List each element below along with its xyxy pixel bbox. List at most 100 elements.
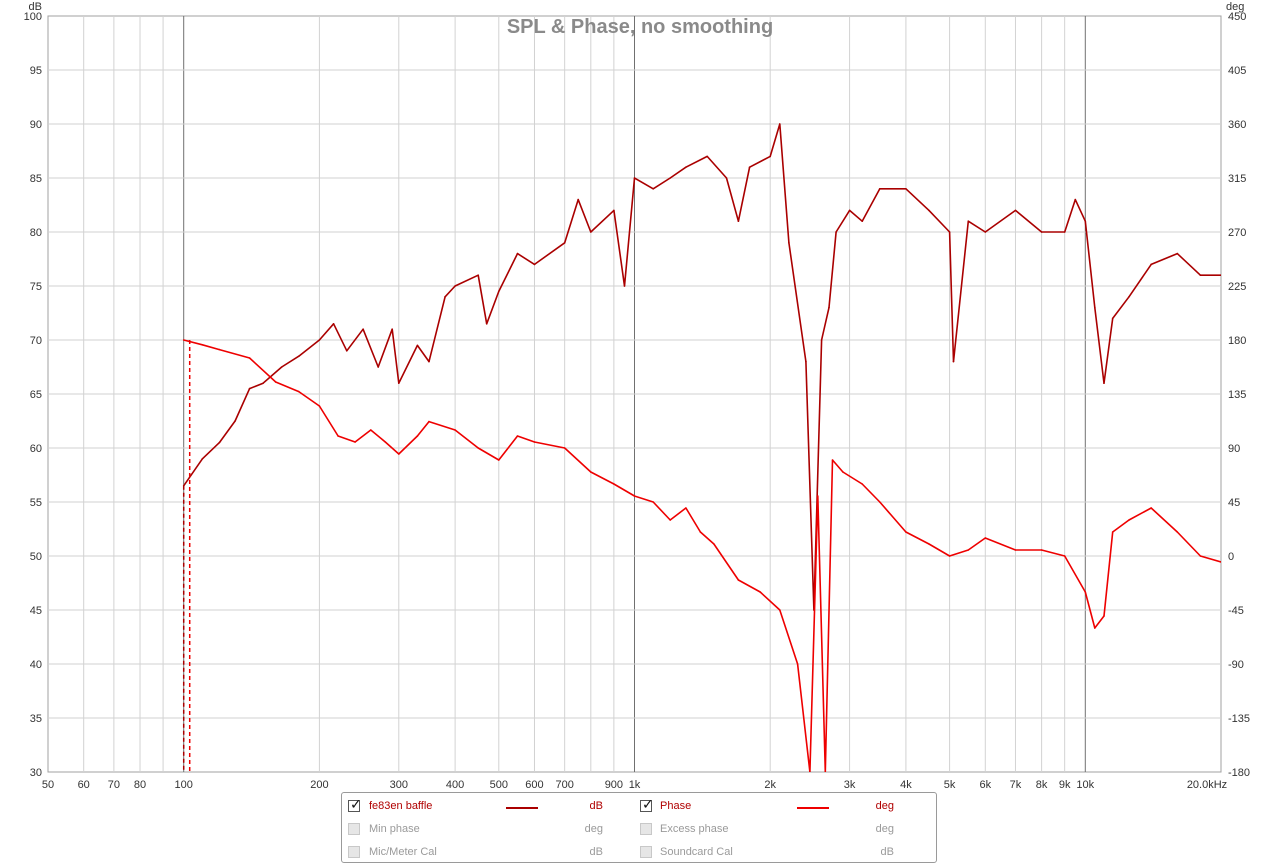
- left-axis-unit: dB: [29, 1, 42, 13]
- phase-point: [967, 549, 970, 551]
- spl-point: [652, 188, 654, 190]
- spl-point: [332, 323, 335, 325]
- left-tick-label: 75: [30, 281, 42, 293]
- spl-point: [182, 485, 185, 487]
- x-tick-label: 2k: [764, 779, 776, 790]
- spl-point: [878, 188, 881, 190]
- legend-item-fe83en-baffle[interactable]: fe83en baffle dB: [348, 797, 638, 817]
- right-tick-label: -45: [1228, 605, 1244, 617]
- phase-point: [652, 501, 654, 503]
- spl-point: [633, 177, 636, 179]
- right-tick-label: 225: [1228, 281, 1246, 293]
- spl-point: [218, 441, 221, 444]
- right-tick-label: 90: [1228, 443, 1240, 455]
- spl-point: [948, 231, 951, 233]
- legend-label: Mic/Meter Cal: [369, 846, 437, 858]
- phase-point: [816, 495, 819, 497]
- left-tick-label: 85: [30, 173, 42, 185]
- spl-point: [828, 306, 830, 309]
- spl-point: [805, 360, 807, 363]
- excess-phase-checkbox[interactable]: [640, 823, 652, 835]
- legend-unit: dB: [880, 846, 894, 858]
- spl-point: [234, 420, 236, 422]
- left-tick-label: 95: [30, 65, 42, 77]
- x-tick-label: 80: [134, 779, 146, 790]
- spl-point: [685, 166, 687, 168]
- phase-point: [218, 348, 221, 351]
- right-tick-label: -135: [1228, 713, 1250, 725]
- x-tick-label: 60: [78, 779, 90, 790]
- left-tick-label: 80: [30, 227, 42, 239]
- phase-point: [563, 447, 566, 449]
- phase-point: [861, 483, 864, 485]
- x-tick-label: 400: [446, 779, 464, 790]
- spl-point: [788, 242, 790, 244]
- soundcard-cal-checkbox[interactable]: [640, 846, 652, 858]
- phase-point: [831, 459, 834, 461]
- left-tick-label: 50: [30, 551, 42, 563]
- right-tick-label: -90: [1228, 659, 1244, 671]
- spl-point: [248, 387, 251, 390]
- x-tick-label: 900: [605, 779, 623, 790]
- phase-point: [1063, 555, 1066, 557]
- phase-point: [274, 381, 277, 383]
- phase-point: [369, 429, 372, 431]
- spl-point: [967, 220, 970, 222]
- legend-item-phase[interactable]: Phase deg: [640, 797, 932, 817]
- legend-item-mic-meter-cal[interactable]: Mic/Meter Cal dB: [348, 843, 638, 863]
- x-tick-label: 50: [42, 779, 54, 790]
- spl-point: [318, 339, 321, 341]
- series-group: [182, 123, 1221, 772]
- legend-item-soundcard-cal[interactable]: Soundcard Cal dB: [640, 843, 932, 863]
- phase-point: [759, 591, 761, 593]
- min-phase-checkbox[interactable]: [348, 823, 360, 835]
- spl-point: [362, 328, 364, 331]
- phase-point: [1176, 531, 1179, 533]
- phase-point: [842, 471, 844, 473]
- phase-series-line: [183, 339, 1221, 772]
- right-tick-label: 315: [1228, 173, 1246, 185]
- phase-point: [497, 459, 500, 461]
- phase-point: [1128, 519, 1130, 521]
- x-tick-label: 100: [175, 779, 193, 790]
- spl-point: [1176, 252, 1179, 255]
- x-tick-label: 8k: [1036, 779, 1048, 790]
- spl-point: [377, 366, 379, 368]
- x-tick-label: 1k: [629, 779, 641, 790]
- spl-point: [477, 274, 479, 277]
- right-tick-label: 450: [1228, 11, 1246, 23]
- phase-checkbox[interactable]: [640, 797, 654, 813]
- phase-point: [384, 441, 387, 443]
- right-tick-label: 0: [1228, 551, 1234, 563]
- spl-point: [262, 382, 264, 385]
- phase-point: [416, 435, 419, 437]
- fe83en-baffle-checkbox[interactable]: [348, 797, 362, 813]
- right-tick-label: 180: [1228, 335, 1246, 347]
- x-tick-label: 500: [490, 779, 508, 790]
- x-tick-label: 700: [555, 779, 573, 790]
- phase-point: [516, 435, 519, 437]
- spl-point: [1199, 274, 1202, 277]
- spl-point: [1014, 209, 1017, 212]
- spl-point: [397, 382, 400, 385]
- phase-point: [685, 507, 687, 509]
- phase-point: [713, 543, 715, 545]
- legend-line-swatch: [797, 807, 829, 809]
- legend-item-min-phase[interactable]: Min phase deg: [348, 820, 638, 840]
- spl-point: [778, 123, 781, 125]
- mic-meter-cal-checkbox[interactable]: [348, 846, 360, 858]
- legend-unit: deg: [875, 823, 894, 835]
- spl-point: [1094, 306, 1096, 309]
- spl-point: [444, 296, 446, 298]
- spl-point: [416, 344, 419, 347]
- legend-label: fe83en baffle: [369, 800, 433, 812]
- spl-point: [391, 328, 393, 331]
- right-tick-label: 270: [1228, 227, 1246, 239]
- phase-point: [948, 555, 951, 557]
- legend-item-excess-phase[interactable]: Excess phase deg: [640, 820, 932, 840]
- x-tick-label: 20.0kHz: [1187, 779, 1227, 790]
- legend-unit: dB: [589, 846, 603, 858]
- left-tick-label: 90: [30, 119, 42, 131]
- spl-point: [820, 339, 823, 341]
- x-tick-label: 200: [310, 779, 328, 790]
